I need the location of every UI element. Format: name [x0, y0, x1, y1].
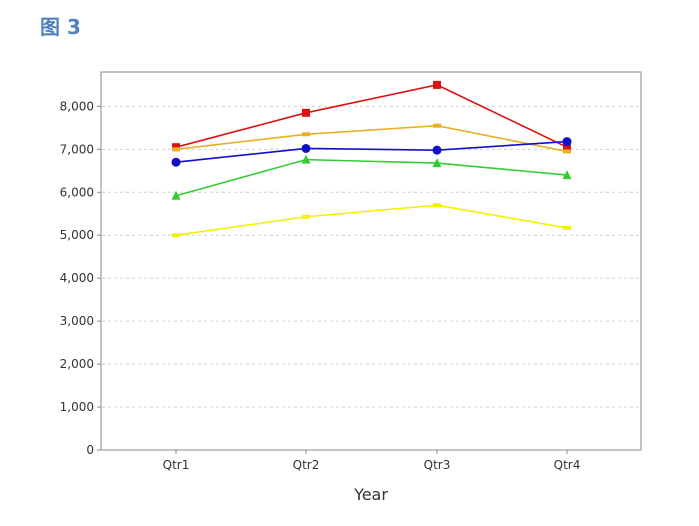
y-tick-label: 3,000: [60, 314, 94, 328]
x-axis-title: Year: [353, 485, 388, 504]
y-tick-label: 1,000: [60, 400, 94, 414]
data-point: [562, 137, 572, 147]
data-point: [432, 158, 442, 168]
data-point: [433, 123, 441, 128]
data-point: [433, 203, 441, 208]
y-tick-label: 4,000: [60, 271, 94, 285]
data-point: [432, 145, 442, 155]
data-point: [563, 149, 571, 154]
series-line: [175, 204, 568, 237]
series-1: [172, 80, 571, 152]
data-point: [301, 143, 311, 153]
data-point: [301, 154, 311, 164]
data-point: [171, 157, 181, 167]
series-line: [175, 84, 568, 148]
figure-caption: 图 3: [40, 15, 81, 39]
data-point: [563, 143, 571, 152]
series-5: [172, 203, 571, 238]
series-4: [171, 154, 572, 200]
y-axis: 0 1,000 2,000 3,000 4,000 5,000 6,000 7,000 8,00…: [60, 99, 101, 457]
series-line: [175, 140, 568, 164]
data-point: [563, 225, 571, 230]
x-tick-label: Qtr1: [163, 458, 190, 472]
y-tick-label: 7,000: [60, 142, 94, 156]
data-point: [172, 143, 180, 152]
plot-area: [100, 71, 642, 451]
data-point: [433, 80, 441, 89]
series-line: [175, 124, 568, 153]
series-2: [172, 123, 571, 154]
x-tick-label: Qtr3: [424, 458, 451, 472]
data-point: [302, 108, 310, 117]
y-tick-label: 8,000: [60, 99, 94, 113]
x-axis: Qtr1 Qtr2 Qtr3 Qtr4: [163, 450, 581, 472]
data-point: [171, 190, 181, 200]
series-layer: [171, 80, 572, 238]
y-tick-label: 5,000: [60, 228, 94, 242]
data-point: [302, 214, 310, 219]
y-tick-label: 6,000: [60, 185, 94, 199]
x-tick-label: Qtr4: [554, 458, 581, 472]
data-point: [172, 147, 180, 152]
y-tick-label: 0: [86, 443, 94, 457]
x-tick-label: Qtr2: [293, 458, 320, 472]
data-point: [562, 170, 572, 180]
y-tick-label: 2,000: [60, 357, 94, 371]
data-point: [302, 132, 310, 137]
series-line: [175, 158, 568, 197]
data-point: [172, 233, 180, 238]
series-3: [171, 137, 572, 167]
